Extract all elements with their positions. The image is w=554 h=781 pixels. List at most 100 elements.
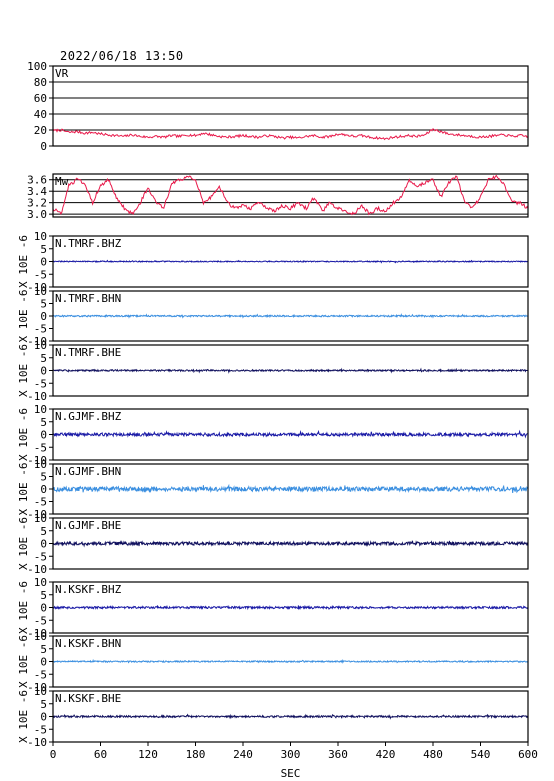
y-tick-label: 5 [40,352,47,365]
x-tick-label: 0 [50,748,57,761]
y-tick-label: 100 [27,60,47,73]
panel-frame [52,173,529,218]
x-axis-label: SEC [281,767,301,780]
panel-label: N.GJMF.BHN [55,465,121,478]
y-tick-label: 10 [34,576,47,589]
y-tick-label: 5 [40,698,47,711]
y-tick-label: -5 [34,668,47,681]
y-tick-label: -5 [34,377,47,390]
chart-title: 2022/06/18 13:50 [60,49,184,63]
y-tick-label: 0 [40,483,47,496]
y-tick-label: 3.6 [27,174,47,187]
y-tick-label: 5 [40,589,47,602]
x-tick-label: 480 [423,748,443,761]
y-tick-label: 5 [40,243,47,256]
panel-label: N.GJMF.BHE [55,519,121,532]
panel-label: N.TMRF.BHE [55,346,121,359]
panel-frame [52,65,529,147]
panel-label: VR [55,67,69,80]
trace-n-tmrf-bhn [52,313,529,319]
trace-n-kskf-bhe [52,713,529,720]
trace-n-kskf-bhz [52,604,529,611]
y-tick-label: 10 [34,512,47,525]
y-tick-label: -10 [27,736,47,749]
trace-n-gjmf-bhz [52,429,529,439]
x-tick-label: 300 [281,748,301,761]
panel-label: Mw [55,175,69,188]
y-tick-label: 5 [40,298,47,311]
y-tick-label: 0 [40,538,47,551]
y-tick-label: 3.0 [27,208,47,221]
y-tick-label: -5 [34,723,47,736]
y-tick-label: 60 [34,92,47,105]
y-axis-unit-label: X 10E -6 [17,463,30,516]
y-tick-label: -10 [27,627,47,640]
trace-n-tmrf-bhz [52,259,529,264]
y-tick-label: -5 [34,268,47,281]
y-tick-label: -10 [27,563,47,576]
y-tick-label: -10 [27,508,47,521]
y-tick-label: 0 [40,656,47,669]
x-tick-label: 180 [186,748,206,761]
y-tick-label: -10 [27,681,47,694]
y-tick-label: 40 [34,108,47,121]
y-tick-label: 10 [34,458,47,471]
y-tick-label: 10 [34,630,47,643]
y-tick-label: 0 [40,310,47,323]
y-axis-unit-label: X 10E -6 [17,635,30,688]
y-axis-unit-label: X 10E -6 [17,344,30,397]
series-line-vr [52,128,529,141]
y-tick-label: -10 [27,454,47,467]
y-tick-label: 10 [34,230,47,243]
y-tick-label: 5 [40,416,47,429]
panel-label: N.TMRF.BHN [55,292,121,305]
y-tick-label: 5 [40,525,47,538]
y-tick-label: -5 [34,550,47,563]
y-tick-label: -10 [27,390,47,403]
y-tick-label: 20 [34,124,47,137]
trace-n-kskf-bhn [52,658,529,664]
y-tick-label: 10 [34,339,47,352]
x-tick-label: 420 [376,748,396,761]
y-tick-label: -5 [34,496,47,509]
trace-n-gjmf-bhe [52,540,529,548]
series-line-mw [52,174,529,216]
y-axis-unit-label: X 10E -6 [17,517,30,570]
y-tick-label: 5 [40,471,47,484]
y-axis-unit-label: X 10E -6 [17,235,30,288]
y-tick-label: 0 [40,711,47,724]
y-tick-label: 0 [40,429,47,442]
y-axis-unit-label: X 10E -6 [17,408,30,461]
y-axis-unit-label: X 10E -6 [17,290,30,343]
panel-label: N.GJMF.BHZ [55,410,122,423]
panel-label: N.KSKF.BHE [55,692,121,705]
x-tick-label: 240 [233,748,253,761]
y-axis-unit-label: X 10E -6 [17,690,30,743]
y-axis-unit-label: X 10E -6 [17,581,30,634]
trace-n-tmrf-bhe [52,367,529,374]
y-tick-label: -5 [34,323,47,336]
y-tick-label: 10 [34,685,47,698]
panel-label: N.KSKF.BHN [55,637,121,650]
y-tick-label: 5 [40,643,47,656]
x-tick-label: 60 [94,748,107,761]
y-tick-label: 10 [34,285,47,298]
y-tick-label: 0 [40,365,47,378]
panel-label: N.TMRF.BHZ [55,237,122,250]
y-tick-label: 3.2 [27,197,47,210]
y-tick-label: 80 [34,76,47,89]
y-tick-label: -10 [27,335,47,348]
y-tick-label: 3.4 [27,185,47,198]
x-tick-label: 600 [518,748,538,761]
y-tick-label: -10 [27,281,47,294]
x-tick-label: 540 [471,748,491,761]
y-tick-label: -5 [34,441,47,454]
y-tick-label: 0 [40,256,47,269]
trace-n-gjmf-bhn [52,483,529,494]
x-tick-label: 120 [138,748,158,761]
y-tick-label: -5 [34,614,47,627]
x-tick-label: 360 [328,748,348,761]
panel-label: N.KSKF.BHZ [55,583,122,596]
y-tick-label: 0 [40,602,47,615]
